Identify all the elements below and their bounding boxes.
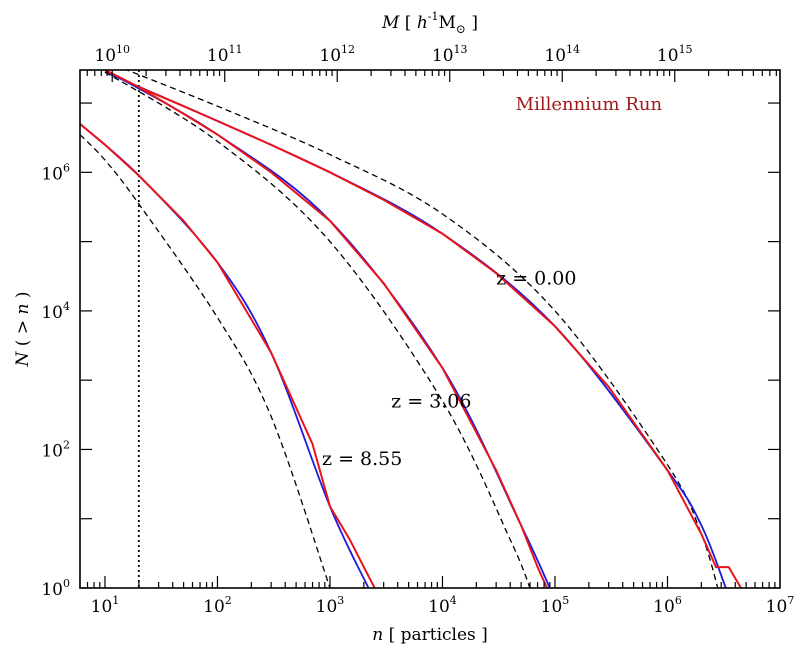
x-axis-title: n [ particles ]: [372, 625, 488, 645]
top-tick-label: 1010: [94, 43, 130, 66]
theory-curve-0: [125, 70, 719, 588]
x-tick-label: 102: [203, 594, 232, 617]
simulation-curve-0: [104, 70, 742, 588]
x-tick-label: 105: [541, 594, 570, 617]
y-tick-label: 104: [41, 300, 70, 323]
top-tick-label: 1012: [319, 43, 355, 66]
millennium-run-annotation: Millennium Run: [516, 94, 663, 115]
x-tick-label: 107: [766, 594, 795, 617]
theory-curve-1: [104, 71, 531, 588]
fit-curve-2: [80, 123, 370, 588]
redshift-label-2: z = 8.55: [322, 448, 402, 470]
x-tick-label: 101: [91, 594, 120, 617]
theory-curve-2: [80, 134, 331, 588]
top-tick-label: 1011: [207, 43, 243, 66]
x-tick-label: 103: [316, 594, 345, 617]
top-tick-label: 1013: [432, 43, 468, 66]
tick-labels: 101 102 103 104 105 106 107 1010 1011 1012 1013 101…: [41, 43, 794, 617]
top-axis-title: M [ h-1M⊙ ]: [381, 10, 478, 36]
x-tick-label: 106: [653, 594, 682, 617]
simulation-curve-1: [104, 70, 548, 588]
redshift-label-0: z = 0.00: [496, 268, 576, 290]
top-tick-label: 1014: [544, 43, 580, 66]
y-tick-label: 100: [41, 577, 70, 600]
fit-curve-1: [104, 70, 551, 588]
y-tick-label: 106: [41, 161, 70, 184]
x-tick-label: 104: [428, 594, 457, 617]
axis-ticks: [79, 70, 780, 589]
plot-area: [80, 70, 742, 588]
plot-frame: [79, 69, 781, 589]
top-tick-label: 1015: [657, 43, 693, 66]
y-axis-title: N ( > n ): [13, 292, 33, 368]
y-tick-label: 102: [41, 438, 70, 461]
simulation-curve-2: [80, 123, 376, 588]
redshift-label-1: z = 3.06: [391, 391, 471, 413]
